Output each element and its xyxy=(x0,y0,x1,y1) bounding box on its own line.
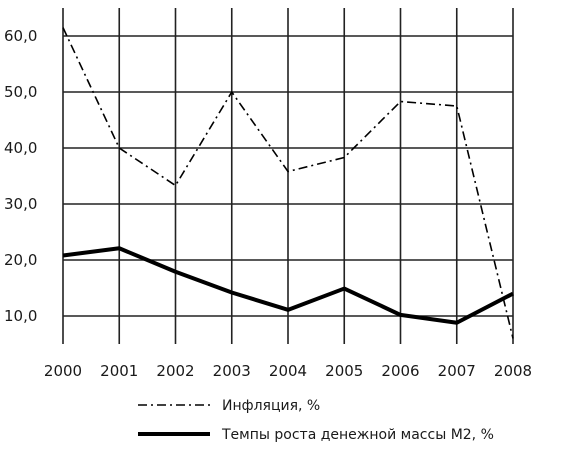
series-line-0 xyxy=(62,27,514,339)
legend: Инфляция, % Темпы роста денежной массы М… xyxy=(138,398,494,443)
x-tick-label-2007: 2007 xyxy=(438,362,476,380)
x-tick-label-2001: 2001 xyxy=(100,362,138,380)
y-axis-ticks: 10,0 20,0 30,0 40,0 50,0 60,0 xyxy=(4,27,37,325)
y-tick-label: 60,0 xyxy=(4,27,37,45)
x-tick-label-2005: 2005 xyxy=(325,362,363,380)
y-tick-label: 40,0 xyxy=(4,139,37,157)
x-axis-ticks: 2000 2001 2002 2003 2004 2005 2006 2007 2008 xyxy=(44,362,532,380)
y-tick-label: 50,0 xyxy=(4,83,37,101)
grid xyxy=(62,8,514,344)
y-tick-label: 30,0 xyxy=(4,195,37,213)
x-tick-label-2002: 2002 xyxy=(156,362,194,380)
y-tick-label: 10,0 xyxy=(4,307,37,325)
series-line-1 xyxy=(62,246,514,325)
series-lines xyxy=(62,27,514,339)
legend-label-inflation: Инфляция, % xyxy=(222,398,320,414)
legend-label-m2: Темпы роста денежной массы М2, % xyxy=(221,427,494,443)
x-tick-label-2006: 2006 xyxy=(381,362,419,380)
x-tick-label-2003: 2003 xyxy=(213,362,251,380)
x-tick-label-2008: 2008 xyxy=(494,362,532,380)
x-tick-label-2000: 2000 xyxy=(44,362,82,380)
x-tick-label-2004: 2004 xyxy=(269,362,307,380)
y-tick-label: 20,0 xyxy=(4,251,37,269)
